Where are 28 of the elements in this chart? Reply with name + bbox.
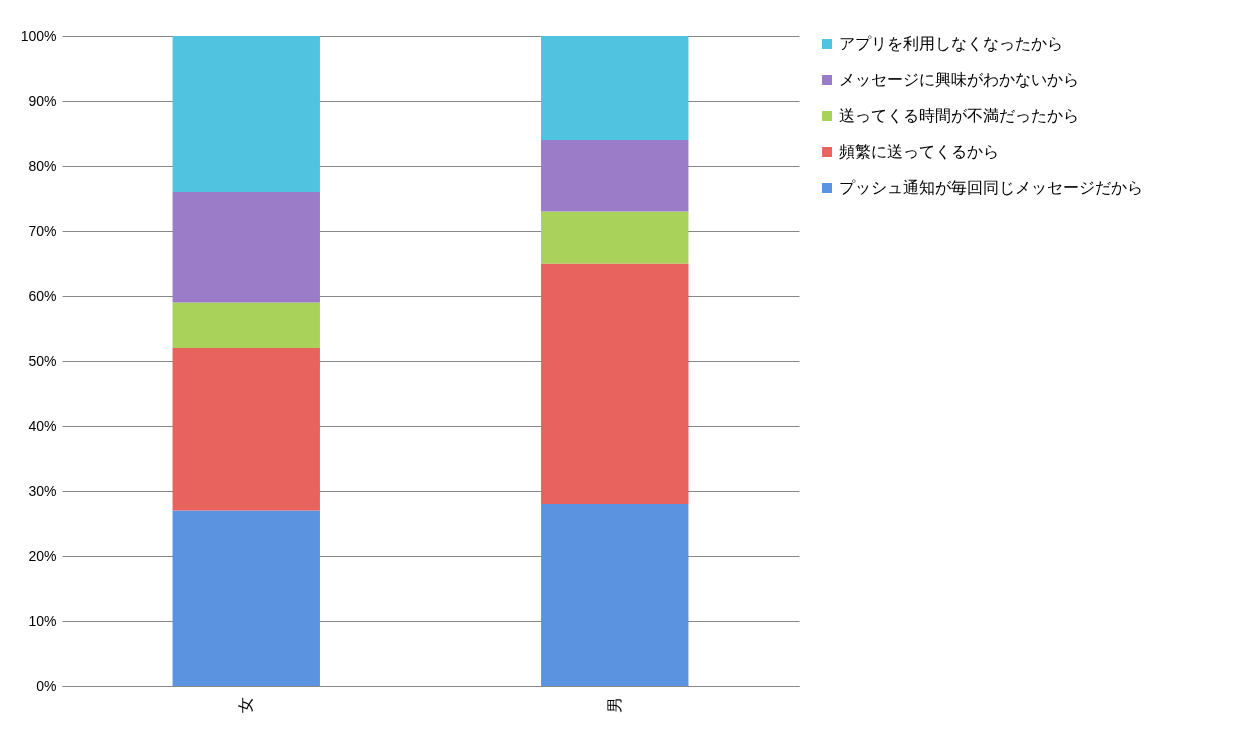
- y-tick-label: 70%: [28, 222, 57, 239]
- y-tick-label: 50%: [28, 352, 57, 369]
- bar: [172, 192, 320, 303]
- bar: [541, 263, 689, 504]
- bar: [541, 504, 689, 686]
- legend-label: プッシュ通知が毎回同じメッセージだから: [839, 179, 1143, 196]
- y-tick-label: 20%: [28, 547, 57, 564]
- legend-label: 送ってくる時間が不満だったから: [839, 107, 1079, 124]
- bar: [172, 348, 320, 511]
- x-tick-label: 男: [605, 696, 623, 713]
- y-tick-label: 80%: [28, 157, 57, 174]
- y-tick-label: 60%: [28, 287, 57, 304]
- bar: [172, 36, 320, 192]
- legend-label: 頻繁に送ってくるから: [839, 143, 999, 160]
- y-tick-label: 0%: [36, 677, 57, 694]
- y-tick-label: 30%: [28, 482, 57, 499]
- legend-label: アプリを利用しなくなったから: [839, 35, 1063, 52]
- bar: [541, 211, 689, 264]
- bar: [172, 510, 320, 686]
- x-tick-label: 女: [237, 696, 255, 713]
- y-tick-label: 100%: [20, 27, 57, 44]
- legend-label: メッセージに興味がわかないから: [839, 71, 1079, 88]
- y-tick-label: 40%: [28, 417, 57, 434]
- y-tick-label: 10%: [28, 612, 57, 629]
- bar: [541, 140, 689, 212]
- bar: [541, 36, 689, 140]
- y-tick-label: 90%: [28, 92, 57, 109]
- bar: [172, 302, 320, 348]
